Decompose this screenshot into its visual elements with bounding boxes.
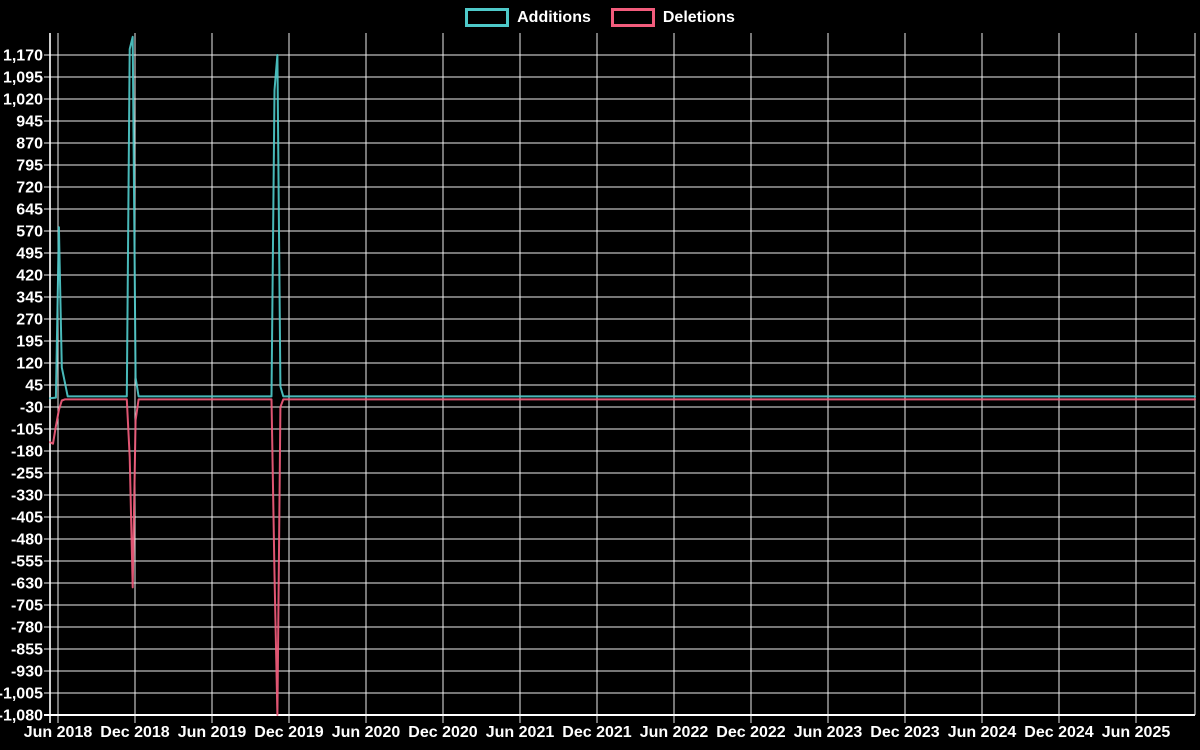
y-axis-label: -855	[11, 642, 43, 659]
x-axis-label: Dec 2018	[100, 724, 169, 741]
y-axis-label: -30	[20, 400, 43, 417]
y-axis-label: -405	[11, 510, 43, 527]
y-axis-label: -1,005	[0, 686, 43, 703]
y-axis-label: 270	[16, 312, 43, 329]
x-axis-label: Dec 2022	[716, 724, 785, 741]
y-axis-label: -330	[11, 488, 43, 505]
x-axis-label: Dec 2024	[1024, 724, 1093, 741]
x-axis-label: Dec 2023	[870, 724, 939, 741]
legend-label-deletions: Deletions	[662, 9, 735, 26]
y-axis-label: -1,080	[0, 708, 43, 725]
y-axis-label: 945	[16, 114, 43, 131]
y-axis-label: -630	[11, 576, 43, 593]
x-axis-label: Jun 2024	[948, 724, 1017, 741]
legend-label-additions: Additions	[517, 9, 591, 26]
x-axis-label: Jun 2022	[640, 724, 709, 741]
x-axis-label: Dec 2021	[562, 724, 631, 741]
legend-item-deletions[interactable]: Deletions	[610, 8, 735, 27]
y-axis-label: 645	[16, 202, 43, 219]
y-axis-label: 1,020	[3, 92, 43, 109]
y-axis-label: -480	[11, 532, 43, 549]
y-axis-label: -780	[11, 620, 43, 637]
x-axis-label: Jun 2023	[794, 724, 863, 741]
legend-item-additions[interactable]: Additions	[465, 8, 591, 27]
x-axis-label: Jun 2021	[486, 724, 555, 741]
y-axis-label: -180	[11, 444, 43, 461]
y-axis-label: 795	[16, 158, 43, 175]
y-axis-label: 420	[16, 268, 43, 285]
y-axis-label: 570	[16, 224, 43, 241]
x-axis-label: Jun 2025	[1102, 724, 1171, 741]
y-axis-label: 45	[25, 378, 43, 395]
y-axis-label: -555	[11, 554, 43, 571]
y-axis-label: -705	[11, 598, 43, 615]
y-axis-label: 870	[16, 136, 43, 153]
y-axis-label: -105	[11, 422, 43, 439]
y-axis-label: -930	[11, 664, 43, 681]
x-axis-label: Dec 2019	[254, 724, 323, 741]
y-axis-label: 195	[16, 334, 43, 351]
additions-swatch-icon	[465, 8, 510, 27]
x-axis-label: Jun 2020	[332, 724, 401, 741]
y-axis-label: 345	[16, 290, 43, 307]
deletions-line	[49, 398, 1196, 716]
deletions-swatch-icon	[610, 8, 655, 27]
y-axis-label: 720	[16, 180, 43, 197]
additions-line	[49, 35, 1196, 400]
x-axis-label: Jun 2019	[178, 724, 247, 741]
y-axis-label: 495	[16, 246, 43, 263]
y-axis-label: 120	[16, 356, 43, 373]
y-axis-label: -255	[11, 466, 43, 483]
y-axis-label: 1,170	[3, 48, 43, 65]
x-axis-label: Dec 2020	[408, 724, 477, 741]
chart-legend: Additions Deletions	[0, 8, 1200, 27]
x-axis-label: Jun 2018	[24, 724, 93, 741]
y-axis-label: 1,095	[3, 70, 43, 87]
